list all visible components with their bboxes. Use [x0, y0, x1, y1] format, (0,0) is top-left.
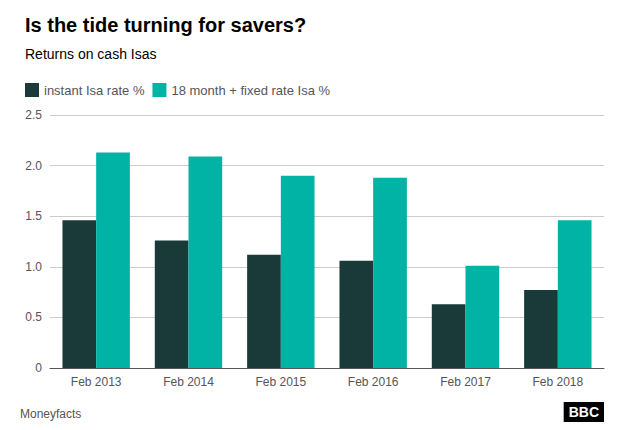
- svg-text:18 month + fixed rate Isa %: 18 month + fixed rate Isa %: [171, 83, 330, 98]
- svg-text:Returns on cash Isas: Returns on cash Isas: [25, 46, 157, 62]
- svg-text:Feb 2015: Feb 2015: [255, 375, 306, 389]
- svg-text:2.5: 2.5: [25, 108, 42, 122]
- svg-text:Feb 2013: Feb 2013: [71, 375, 122, 389]
- svg-text:Feb 2014: Feb 2014: [163, 375, 214, 389]
- svg-text:0: 0: [35, 361, 42, 375]
- svg-text:Feb 2016: Feb 2016: [348, 375, 399, 389]
- svg-text:Feb 2017: Feb 2017: [440, 375, 491, 389]
- svg-text:1.5: 1.5: [25, 209, 42, 223]
- svg-text:Moneyfacts: Moneyfacts: [20, 407, 81, 421]
- svg-text:1.0: 1.0: [25, 260, 42, 274]
- svg-text:2.0: 2.0: [25, 159, 42, 173]
- svg-text:Feb 2018: Feb 2018: [532, 375, 583, 389]
- svg-text:BBC: BBC: [569, 404, 599, 420]
- svg-text:instant Isa rate %: instant Isa rate %: [44, 83, 145, 98]
- svg-text:Is the tide turning for savers: Is the tide turning for savers?: [25, 14, 306, 36]
- svg-text:0.5: 0.5: [25, 310, 42, 324]
